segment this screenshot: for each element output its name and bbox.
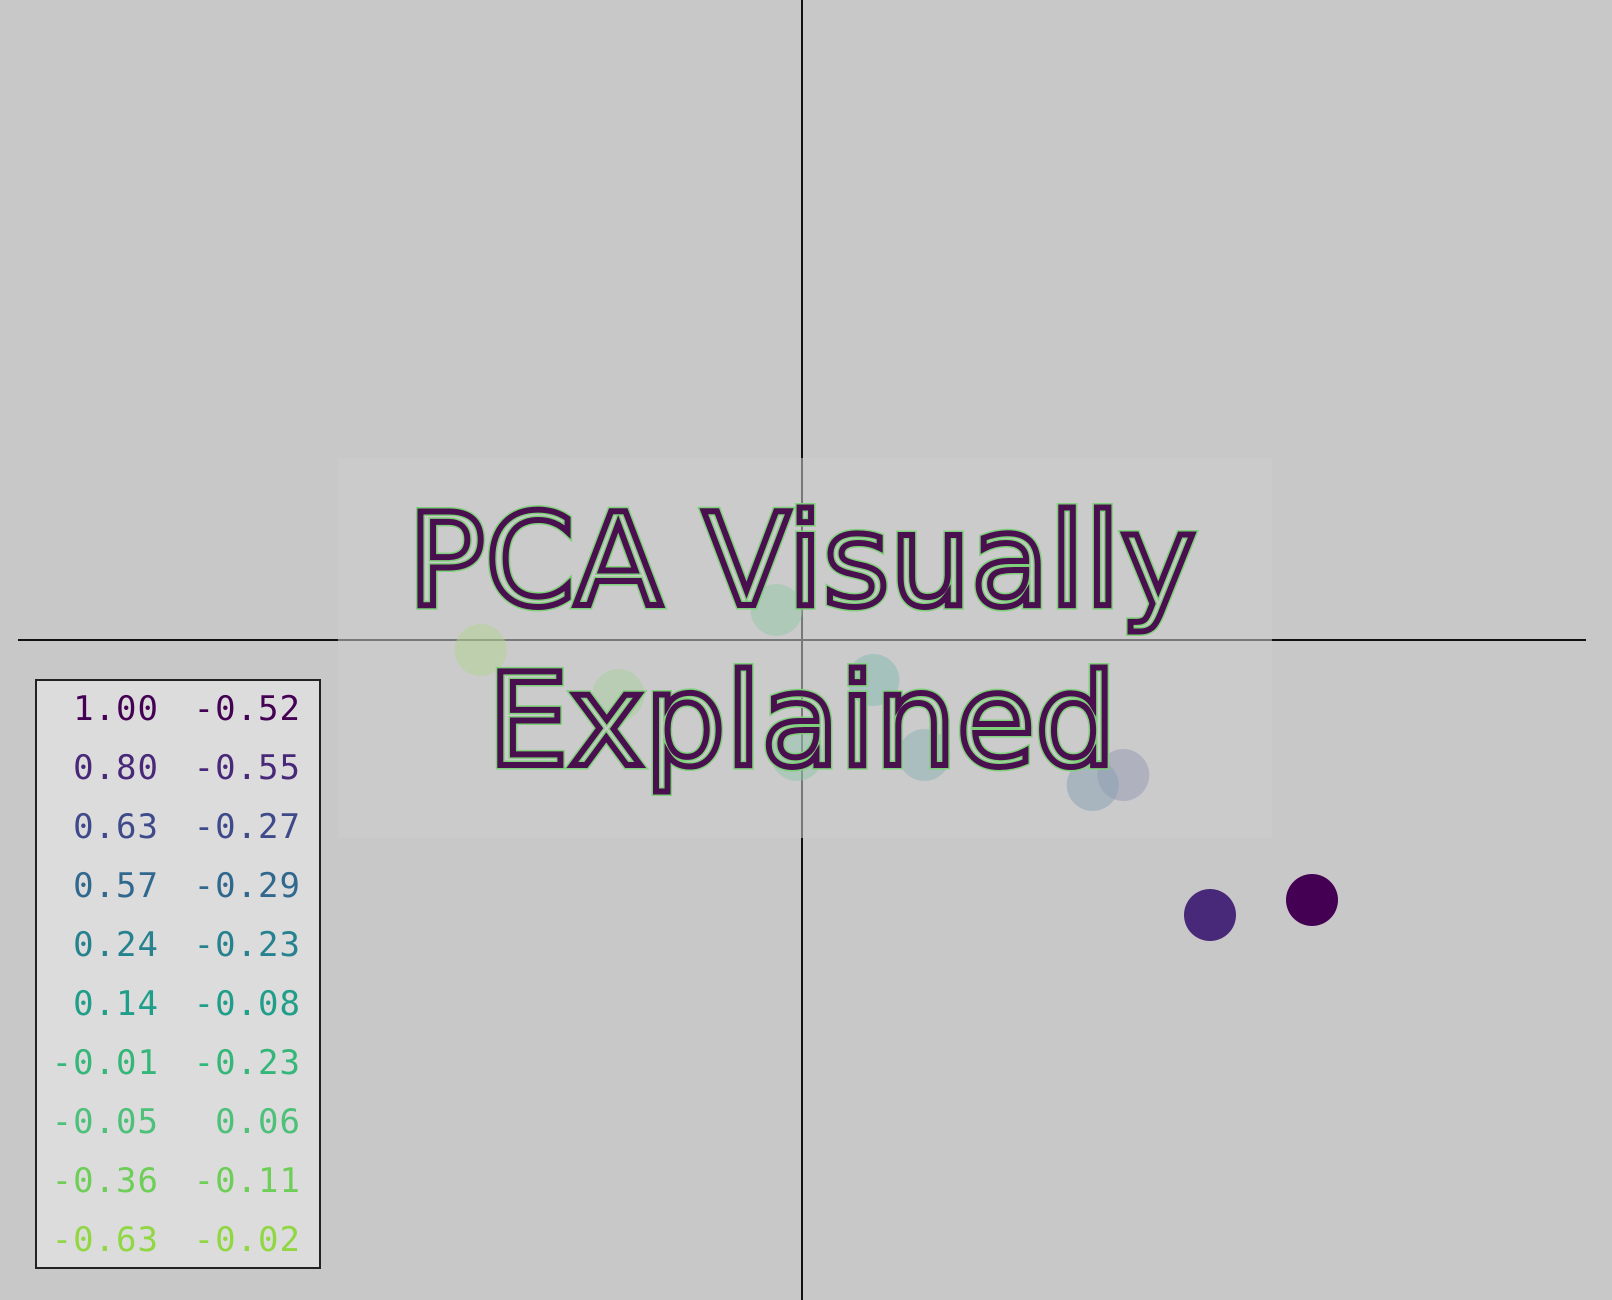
scatter-point (1184, 889, 1236, 941)
table-row: 0.24 -0.23 (37, 925, 319, 984)
title-line-2: Explained (488, 647, 1117, 796)
table-cell-y: -0.55 (193, 748, 301, 788)
table-cell-y: -0.27 (193, 807, 301, 847)
table-cell-x: 0.24 (73, 925, 159, 965)
table-cell-x: 0.57 (73, 866, 159, 906)
scatter-point (1286, 874, 1338, 926)
table-row: 1.00 -0.52 (37, 689, 319, 748)
table-row: 0.80 -0.55 (37, 748, 319, 807)
table-row: -0.36 -0.11 (37, 1161, 319, 1220)
table-cell-x: -0.36 (51, 1161, 159, 1201)
table-cell-y: -0.02 (193, 1220, 301, 1260)
coordinates-table: 1.00 -0.52 0.80 -0.55 0.63 -0.27 0.57 -0.29 0.24… (35, 679, 321, 1269)
title-line-2-glow: Explained (488, 647, 1117, 796)
table-cell-x: 0.80 (73, 748, 159, 788)
table-row: -0.05 0.06 (37, 1102, 319, 1161)
table-row: 0.14 -0.08 (37, 984, 319, 1043)
table-cell-x: -0.05 (51, 1102, 159, 1142)
table-cell-y: -0.23 (193, 1043, 301, 1083)
table-cell-x: -0.63 (51, 1220, 159, 1260)
table-row: 0.57 -0.29 (37, 866, 319, 925)
table-cell-x: 0.14 (73, 984, 159, 1024)
table-cell-y: -0.08 (193, 984, 301, 1024)
title-backdrop (338, 458, 1272, 838)
table-row: -0.01 -0.23 (37, 1043, 319, 1102)
chart-title: PCA Visually PCA Visually Explained Expl… (403, 483, 1200, 801)
table-cell-y: -0.23 (193, 925, 301, 965)
table-cell-y: -0.11 (193, 1161, 301, 1201)
table-row: -0.63 -0.02 (37, 1220, 319, 1279)
table-cell-y: 0.06 (215, 1102, 301, 1142)
table-cell-y: -0.29 (193, 866, 301, 906)
title-line-1: PCA Visually (408, 487, 1196, 636)
title-line-1-glow: PCA Visually (408, 487, 1196, 636)
table-cell-x: 0.63 (73, 807, 159, 847)
table-row: 0.63 -0.27 (37, 807, 319, 866)
table-cell-y: -0.52 (193, 689, 301, 729)
table-cell-x: 1.00 (73, 689, 159, 729)
table-cell-x: -0.01 (51, 1043, 159, 1083)
